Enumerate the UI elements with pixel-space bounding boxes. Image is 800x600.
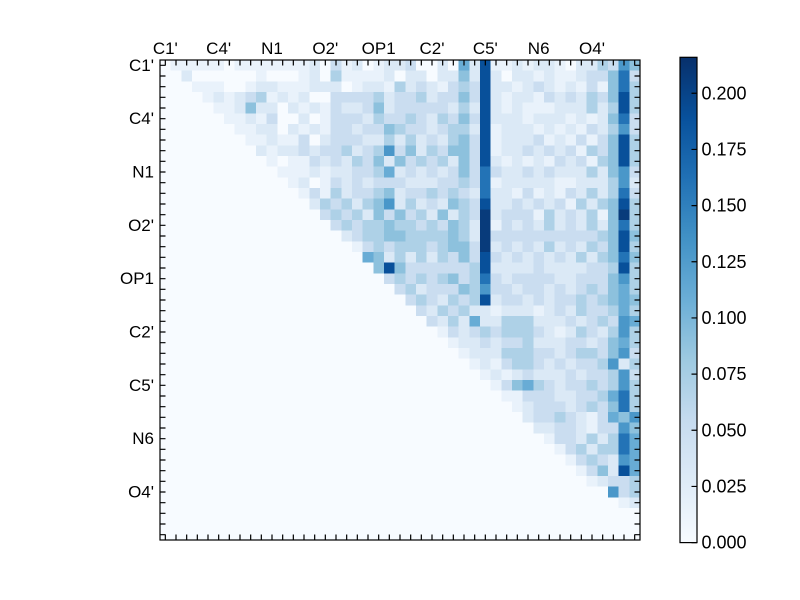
svg-text:O4': O4' (579, 39, 605, 58)
svg-text:C5': C5' (129, 376, 154, 395)
svg-text:OP1: OP1 (362, 39, 396, 58)
svg-text:0.025: 0.025 (702, 476, 747, 496)
svg-text:0.000: 0.000 (702, 533, 747, 553)
svg-text:0.050: 0.050 (702, 420, 747, 440)
svg-text:C2': C2' (129, 323, 154, 342)
svg-text:0.200: 0.200 (702, 83, 747, 103)
svg-text:0.125: 0.125 (702, 252, 747, 272)
svg-text:0.150: 0.150 (702, 196, 747, 216)
svg-text:C1': C1' (153, 39, 178, 58)
svg-text:C4': C4' (129, 109, 154, 128)
svg-text:N6: N6 (528, 39, 550, 58)
svg-text:0.175: 0.175 (702, 139, 747, 159)
svg-text:C1': C1' (129, 56, 154, 75)
svg-text:N1: N1 (132, 163, 154, 182)
svg-text:O2': O2' (312, 39, 338, 58)
svg-text:C2': C2' (420, 39, 445, 58)
svg-text:0.100: 0.100 (702, 308, 747, 328)
svg-text:0.075: 0.075 (702, 364, 747, 384)
svg-text:C5': C5' (473, 39, 498, 58)
svg-text:N1: N1 (261, 39, 283, 58)
svg-text:O2': O2' (128, 216, 154, 235)
svg-text:O4': O4' (128, 483, 154, 502)
svg-text:N6: N6 (132, 429, 154, 448)
svg-text:C4': C4' (206, 39, 231, 58)
svg-text:OP1: OP1 (120, 269, 154, 288)
